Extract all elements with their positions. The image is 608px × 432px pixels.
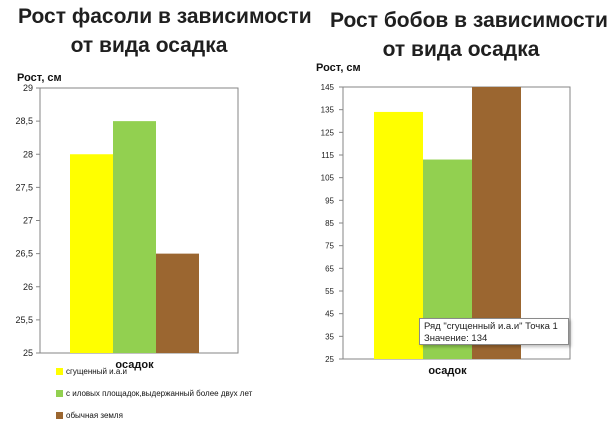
legend-swatch-brown	[56, 411, 63, 419]
chart2-category-label: осадок	[428, 365, 467, 377]
legend-item-yellow: сгущенный и.а.и	[56, 366, 252, 376]
legend-swatch-green	[56, 389, 63, 397]
chart1-ytick-label: 26,5	[15, 249, 33, 259]
chart1-bar-1	[70, 154, 113, 353]
chart2-ytick-label: 25	[325, 355, 334, 364]
chart2-ytick-label: 145	[321, 83, 335, 92]
chart2-bar-3	[472, 87, 521, 359]
chart1-title: Рост фасоли в зависимости от вида осадка	[18, 2, 312, 60]
chart1-ytick-label: 25,5	[15, 315, 33, 325]
legend-item-brown: обычная земля	[56, 410, 252, 420]
chart2-ytick-label: 135	[321, 106, 335, 115]
chart2-ytick-label: 45	[325, 310, 334, 319]
chart2-ytick-label: 85	[325, 219, 334, 228]
chart2-title-line2: от вида осадка	[382, 38, 540, 61]
legend-label-brown: обычная земля	[66, 410, 123, 420]
chart2-ytick-label: 35	[325, 332, 334, 341]
chart1-bar-2	[113, 121, 156, 353]
chart1-ylabel: Рост, см	[17, 72, 62, 84]
chart2-ytick-label: 105	[321, 174, 335, 183]
chart1-category-label: осадок	[115, 359, 154, 371]
chart2-ytick-label: 115	[321, 151, 334, 160]
tooltip-line1: Ряд "сгущенный и.а.и" Точка 1	[424, 321, 558, 332]
tooltip: Ряд "сгущенный и.а.и" Точка 1 Значение: …	[419, 318, 569, 345]
legend-item-green: с иловых площадок,выдержанный более двух…	[56, 388, 252, 398]
legend-label-green: с иловых площадок,выдержанный более двух…	[66, 388, 253, 398]
chart2-ytick-label: 65	[325, 264, 334, 273]
chart1-title-line1: Рост фасоли в зависимости	[18, 5, 312, 28]
chart1-ytick-label: 27,5	[15, 182, 33, 192]
chart1-ytick-label: 25	[23, 348, 33, 358]
chart2-ytick-label: 75	[325, 242, 334, 251]
chart2-ytick-label: 55	[325, 287, 334, 296]
chart1-ytick-label: 27	[23, 216, 33, 226]
legend: сгущенный и.а.и с иловых площадок,выдерж…	[56, 366, 252, 432]
tooltip-line2: Значение: 134	[424, 333, 488, 344]
chart2-ytick-label: 95	[325, 196, 334, 205]
chart2-title-line1: Рост бобов в зависимости	[330, 9, 608, 32]
chart2-ytick-label: 125	[321, 128, 335, 137]
legend-label-yellow: сгущенный и.а.и	[66, 366, 127, 376]
chart1-ytick-label: 28,5	[15, 116, 33, 126]
chart1-ytick-label: 26	[23, 282, 33, 292]
chart2-bar-1	[374, 111, 423, 359]
legend-swatch-yellow	[56, 367, 63, 375]
chart2-title: Рост бобов в зависимости от вида осадка	[330, 6, 608, 64]
chart1-ytick-label: 28	[23, 149, 33, 159]
chart2-ylabel: Рост, см	[316, 62, 361, 74]
chart1-title-line2: от вида осадка	[70, 34, 228, 57]
chart1-bar-3	[156, 253, 199, 353]
chart1-ytick-label: 29	[23, 83, 33, 93]
